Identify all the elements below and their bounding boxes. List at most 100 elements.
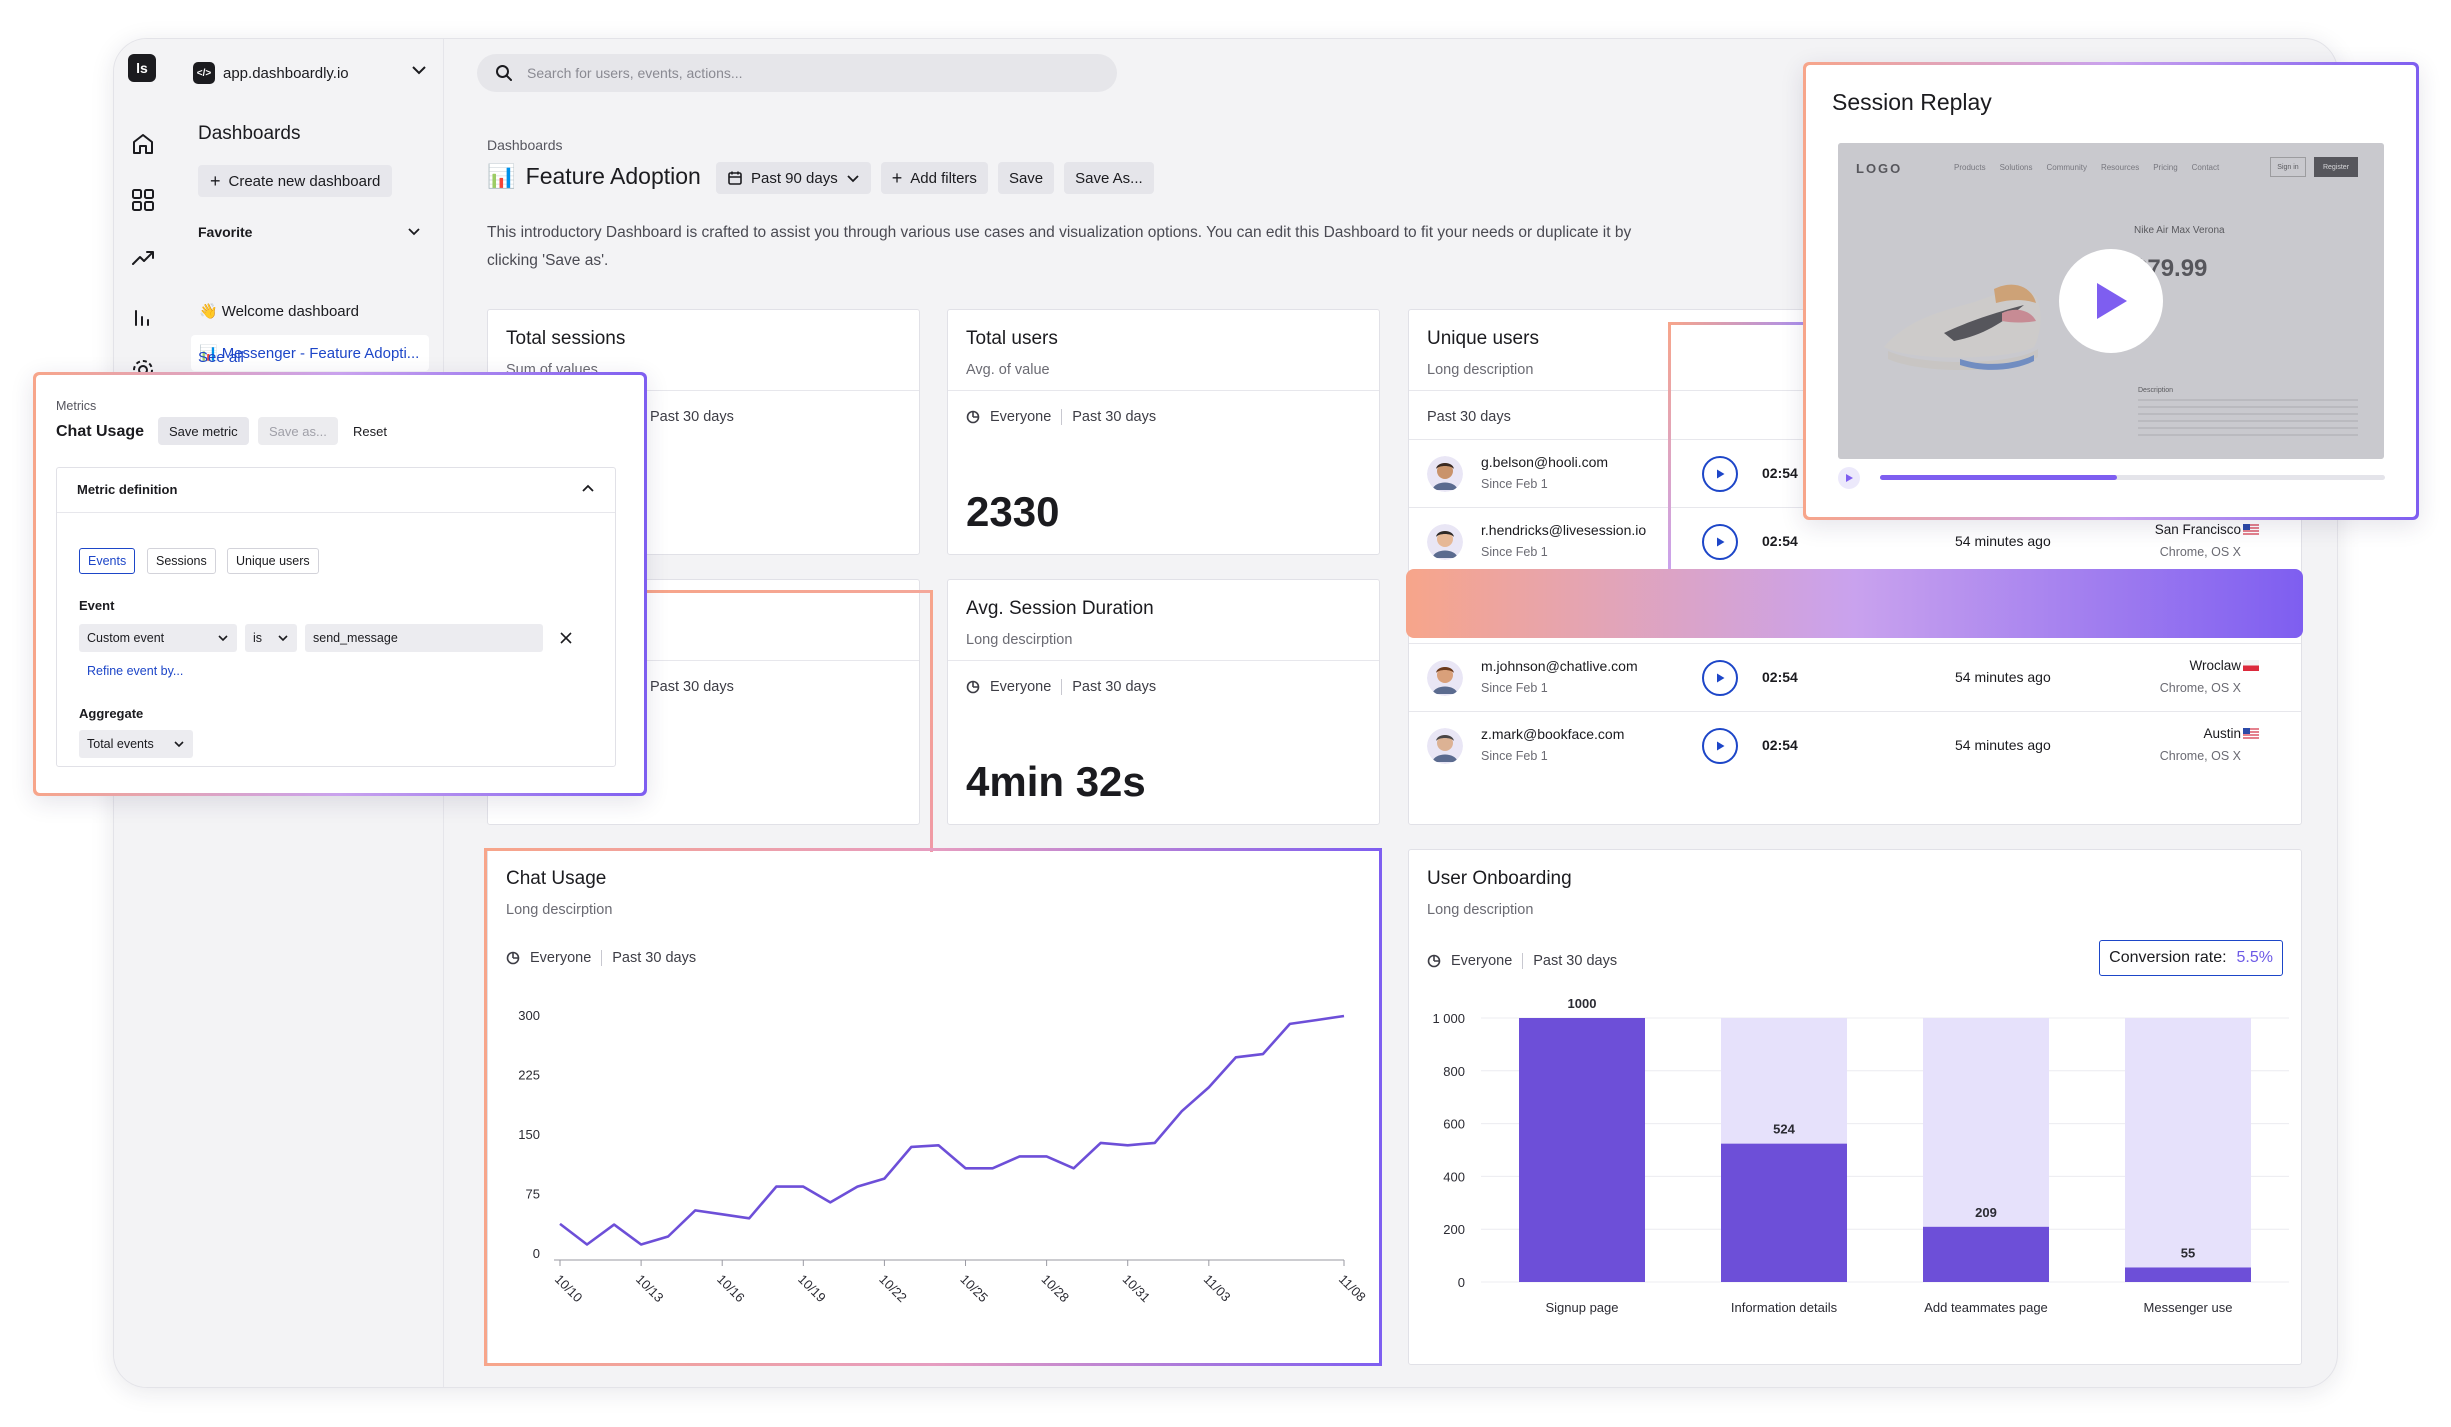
- user-email[interactable]: r.hendricks@livesession.io: [1481, 522, 1647, 538]
- bar: [1923, 1226, 2049, 1282]
- avatar: [1427, 660, 1463, 696]
- play-session-button[interactable]: [1702, 524, 1738, 560]
- card-subtitle: Long descirption: [966, 632, 1073, 648]
- event-value-input[interactable]: send_message: [305, 624, 543, 652]
- site-nav-item: Products: [1954, 163, 1986, 172]
- user-city: San Francisco: [2154, 522, 2241, 537]
- chevron-down-icon[interactable]: [407, 227, 421, 236]
- divider: [57, 512, 615, 513]
- user-email[interactable]: g.belson@hooli.com: [1481, 454, 1609, 470]
- play-button[interactable]: [2059, 249, 2163, 353]
- date-range-select[interactable]: Past 90 days: [716, 162, 871, 194]
- connector-line: [645, 590, 933, 593]
- site-register: Register: [2314, 157, 2358, 177]
- chevron-down-icon[interactable]: [411, 65, 427, 75]
- user-row[interactable]: z.mark@bookface.com Since Feb 1 02:54 54 mi…: [1409, 711, 2301, 779]
- global-search[interactable]: Search for users, events, actions...: [477, 54, 1117, 92]
- app-logo[interactable]: ls: [128, 54, 156, 82]
- card-title: Total sessions: [506, 328, 626, 349]
- workspace-switcher[interactable]: </> app.dashboardly.io: [193, 62, 349, 84]
- aggregate-select[interactable]: Total events: [79, 730, 193, 758]
- chart-emoji-icon: 📊: [199, 345, 218, 362]
- card-filter: Past 30 days: [650, 409, 734, 425]
- plus-icon: +: [891, 168, 903, 188]
- site-nav-item: Contact: [2191, 163, 2220, 172]
- page-title-text: Feature Adoption: [525, 163, 701, 189]
- user-onboarding-card[interactable]: User Onboarding Long description Everyon…: [1408, 849, 2302, 1365]
- user-row[interactable]: r.hendricks@livesession.io Since Feb 1 02:…: [1409, 507, 2301, 575]
- y-tick-label: 200: [1443, 1222, 1465, 1237]
- chat-usage-highlight: [484, 848, 1382, 1366]
- reset-button[interactable]: Reset: [353, 423, 387, 439]
- divider: [488, 390, 919, 391]
- user-email[interactable]: z.mark@bookface.com: [1481, 726, 1625, 742]
- user-since: Since Feb 1: [1481, 749, 1548, 763]
- conversion-value: 5.5%: [2236, 949, 2273, 966]
- site-signin: Sign in: [2270, 157, 2306, 177]
- avg-session-card[interactable]: Avg. Session Duration Long descirption E…: [947, 579, 1380, 825]
- sidebar-item-messenger[interactable]: 📊 Messenger - Feature Adopti...: [191, 335, 429, 371]
- category-label: Signup page: [1545, 1300, 1618, 1315]
- last-seen: 54 minutes ago: [1955, 669, 2051, 685]
- card-filter: Everyone Past 30 days: [966, 409, 1156, 425]
- user-row[interactable]: m.johnson@chatlive.com Since Feb 1 02:54 54…: [1409, 643, 2301, 711]
- search-icon: [496, 65, 512, 81]
- tab-sessions[interactable]: Sessions: [147, 548, 216, 574]
- card-filter: Everyone Past 30 days: [966, 679, 1156, 695]
- play-icon: [2097, 283, 2127, 319]
- favorite-section-label: Favorite: [198, 224, 253, 240]
- user-city: Austin: [2203, 726, 2241, 741]
- play-icon: [1717, 537, 1725, 547]
- category-label: Information details: [1731, 1300, 1838, 1315]
- divider: [948, 390, 1379, 391]
- card-title: Avg. Session Duration: [966, 598, 1154, 619]
- last-seen: 54 minutes ago: [1955, 533, 2051, 549]
- bar-value-label: 524: [1773, 1122, 1795, 1137]
- add-filters-button[interactable]: + Add filters: [880, 162, 988, 194]
- product-name: Nike Air Max Verona: [2134, 225, 2225, 236]
- see-all-link[interactable]: See all: [198, 349, 244, 366]
- chevron-up-icon[interactable]: [581, 484, 595, 493]
- connector-line: [1668, 322, 1808, 325]
- user-city: Wroclaw: [2189, 658, 2241, 673]
- tab-unique-users[interactable]: Unique users: [227, 548, 319, 574]
- play-session-button[interactable]: [1702, 728, 1738, 764]
- save-as-button[interactable]: Save as...: [258, 417, 338, 445]
- replay-video[interactable]: LOGO Products Solutions Community Resour…: [1838, 143, 2384, 459]
- page-title: 📊 Feature Adoption: [487, 163, 701, 190]
- home-icon[interactable]: [130, 131, 156, 157]
- close-icon[interactable]: [559, 631, 573, 645]
- refine-event-link[interactable]: Refine event by...: [87, 664, 184, 678]
- user-email[interactable]: m.johnson@chatlive.com: [1481, 658, 1638, 674]
- operator-select[interactable]: is: [245, 624, 297, 652]
- total-users-card[interactable]: Total users Avg. of value Everyone Past …: [947, 309, 1380, 555]
- create-dashboard-button[interactable]: + Create new dashboard: [198, 165, 393, 197]
- metric-title: Chat Usage: [56, 423, 145, 440]
- save-as-button[interactable]: Save As...: [1064, 162, 1154, 194]
- play-session-button[interactable]: [1702, 660, 1738, 696]
- tab-events[interactable]: Events: [79, 548, 136, 574]
- grid-icon[interactable]: [130, 187, 156, 213]
- play-icon: [1717, 673, 1725, 683]
- site-nav-item: Solutions: [1999, 163, 2033, 172]
- sidebar-item-welcome[interactable]: 👋 Welcome dashboard: [191, 293, 367, 329]
- y-tick-label: 400: [1443, 1169, 1465, 1184]
- session-duration: 02:54: [1762, 737, 1798, 753]
- conversion-label: Conversion rate:: [2109, 949, 2227, 966]
- user-browser: Chrome, OS X: [2159, 545, 2241, 559]
- range-label: Past 30 days: [650, 679, 734, 695]
- plus-icon: +: [210, 171, 221, 191]
- breadcrumb[interactable]: Dashboards: [487, 137, 563, 153]
- small-play-button[interactable]: [1838, 467, 1860, 489]
- play-session-button[interactable]: [1702, 456, 1738, 492]
- pl-flag-icon: [2243, 660, 2259, 671]
- replay-progress-bar[interactable]: [1880, 475, 2385, 480]
- sidebar-item-label: Messenger - Feature Adopti...: [221, 344, 420, 362]
- bar-chart-icon[interactable]: [130, 303, 156, 329]
- save-metric-button[interactable]: Save metric: [158, 417, 249, 445]
- event-value: send_message: [313, 631, 398, 645]
- save-button[interactable]: Save: [997, 162, 1055, 194]
- event-type-select[interactable]: Custom event: [79, 624, 237, 652]
- session-duration: 02:54: [1762, 533, 1798, 549]
- trending-icon[interactable]: [130, 245, 156, 271]
